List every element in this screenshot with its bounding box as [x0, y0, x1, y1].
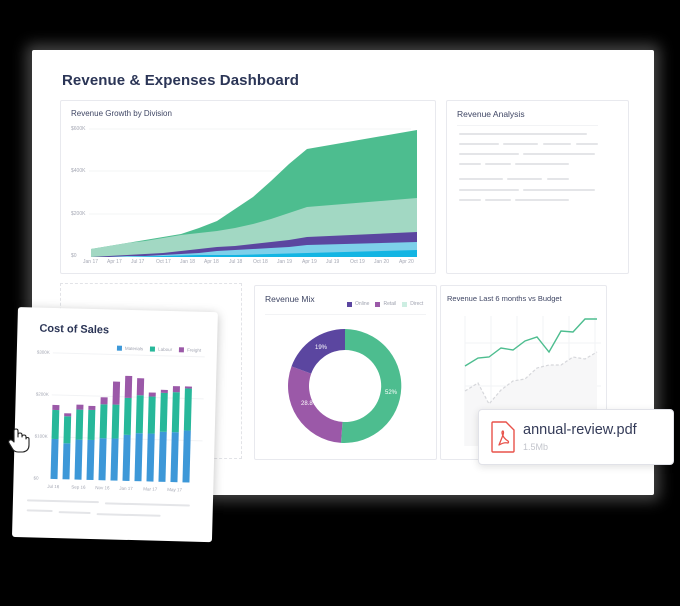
legend-swatch-online: [347, 301, 352, 307]
x-tick: Apr 17: [107, 259, 122, 265]
cost-of-sales-card[interactable]: Cost of Sales Materials Labour Freight $…: [11, 307, 218, 543]
text-skeleton: [459, 163, 481, 165]
pdf-icon: [491, 421, 515, 453]
text-skeleton: [485, 163, 511, 165]
revenue-mix-card[interactable]: Revenue Mix Online Retail Direct 19% 28.…: [254, 285, 437, 460]
revenue-budget-title: Revenue Last 6 months vs Budget: [447, 294, 562, 303]
legend-label: Online: [355, 301, 370, 307]
x-tick: Jan 17: [83, 259, 99, 265]
x-tick: Apr 20: [399, 259, 414, 265]
x-tick: Oct 19: [350, 259, 365, 265]
x-tick: Oct 18: [253, 259, 268, 265]
legend-label: Direct: [410, 301, 424, 307]
pdf-attachment[interactable]: annual-review.pdf 1.5Mb: [478, 409, 674, 465]
dashboard-window: Revenue & Expenses Dashboard Revenue Gro…: [32, 50, 654, 495]
donut-label-direct: 52%: [385, 390, 398, 396]
x-tick: Apr 18: [204, 259, 219, 265]
x-tick: Oct 17: [156, 259, 171, 265]
revenue-growth-title: Revenue Growth by Division: [71, 109, 172, 118]
text-skeleton: [459, 178, 503, 180]
text-skeleton: [459, 189, 519, 191]
page-title: Revenue & Expenses Dashboard: [62, 72, 300, 89]
x-tick: Jan 17: [119, 485, 133, 492]
text-skeleton: [515, 199, 569, 201]
text-skeleton: [507, 178, 542, 180]
donut-label-retail: 28.8%: [301, 401, 319, 407]
x-tick: Jul 16: [47, 483, 60, 490]
x-tick: May 17: [167, 486, 183, 493]
revenue-mix-legend: Online Retail Direct: [347, 301, 423, 307]
x-tick: Jan 18: [180, 259, 196, 265]
file-name: annual-review.pdf: [523, 422, 637, 438]
y-tick: $400K: [71, 168, 86, 174]
text-skeleton: [547, 178, 569, 180]
y-tick: $600K: [71, 126, 86, 132]
text-skeleton: [515, 163, 569, 165]
x-tick: Mar 17: [143, 486, 158, 492]
revenue-analysis-title: Revenue Analysis: [457, 109, 525, 119]
x-tick: Jul 17: [131, 259, 145, 265]
legend-swatch-retail: [375, 301, 381, 307]
stacked-bar-chart[interactable]: [13, 307, 218, 512]
text-skeleton: [543, 143, 571, 145]
divider: [457, 125, 598, 126]
revenue-growth-card[interactable]: Revenue Growth by Division $600K $400K $…: [60, 100, 436, 274]
text-skeleton: [485, 199, 511, 201]
x-tick: Jul 18: [229, 259, 243, 265]
revenue-mix-title: Revenue Mix: [265, 294, 315, 304]
x-tick: Jan 20: [374, 259, 390, 265]
donut-label-online: 19%: [315, 345, 328, 351]
file-size: 1.5Mb: [523, 442, 549, 452]
donut-chart[interactable]: [285, 326, 405, 446]
x-tick: Sep 16: [71, 484, 86, 490]
hand-cursor-icon: [8, 428, 30, 453]
text-skeleton: [459, 153, 519, 155]
legend-swatch-direct: [402, 301, 408, 307]
text-skeleton: [503, 143, 538, 145]
y-tick: $200K: [71, 211, 86, 217]
x-tick: Jan 19: [277, 259, 293, 265]
x-tick: Apr 19: [302, 259, 317, 265]
text-skeleton: [459, 133, 587, 135]
text-skeleton: [576, 143, 598, 145]
divider: [265, 314, 426, 315]
text-skeleton: [26, 509, 53, 512]
text-skeleton: [459, 199, 481, 201]
x-tick: Nov 16: [95, 485, 110, 491]
text-skeleton: [459, 143, 499, 145]
text-skeleton: [523, 189, 595, 191]
revenue-analysis-card[interactable]: Revenue Analysis: [446, 100, 629, 274]
text-skeleton: [523, 153, 595, 155]
x-tick: Jul 19: [326, 259, 340, 265]
legend-label: Retail: [383, 301, 397, 307]
y-tick: $0: [71, 253, 77, 259]
text-skeleton: [58, 511, 91, 514]
area-chart[interactable]: [61, 101, 435, 273]
text-skeleton: [96, 513, 161, 517]
